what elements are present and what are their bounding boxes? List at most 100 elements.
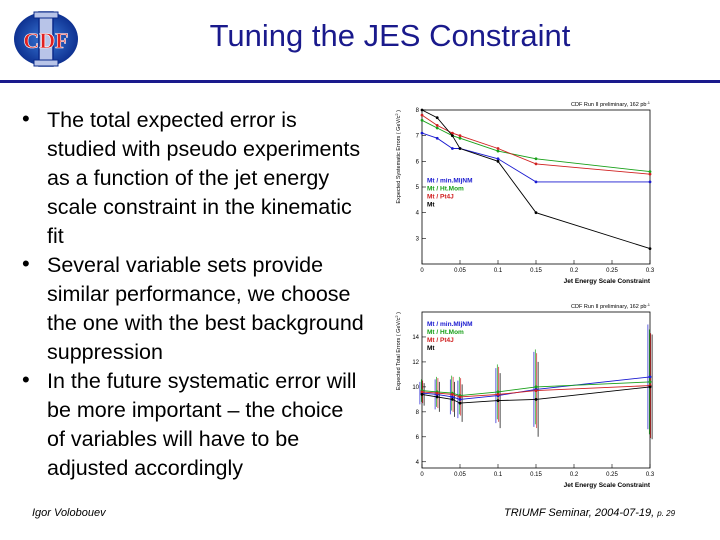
- y-tick-label: 8: [416, 410, 420, 416]
- legend-entry: Mt / min.MljNM: [427, 321, 473, 328]
- data-point: [458, 134, 462, 138]
- data-point: [648, 375, 652, 379]
- x-tick-label: 0.2: [570, 472, 579, 478]
- x-tick-label: 0.15: [530, 268, 542, 274]
- y-tick-label: 8: [416, 108, 420, 114]
- data-point: [420, 118, 424, 122]
- data-point: [435, 124, 439, 127]
- bullet-item: • Several variable sets provide similar p…: [14, 251, 364, 367]
- y-tick-label: 12: [412, 360, 419, 366]
- y-axis-label: Expected Total Errors ( GeV/c2 ): [394, 312, 402, 390]
- data-point: [451, 134, 454, 138]
- bullet-icon: •: [22, 106, 30, 131]
- footer-author: Igor Volobouev: [32, 507, 106, 519]
- y-axis-label: Expected Systematic Errors ( GeV/c2 ): [394, 110, 402, 204]
- title-rule: [0, 80, 720, 83]
- x-tick-label: 0: [420, 472, 424, 478]
- y-tick-label: 4: [416, 460, 420, 466]
- y-tick-label: 6: [416, 435, 420, 441]
- footer-event-text: TRIUMF Seminar, 2004-07-19,: [504, 507, 655, 519]
- data-point: [496, 390, 500, 394]
- x-tick-label: 0.05: [454, 472, 466, 478]
- data-point: [451, 395, 454, 399]
- legend-entry: Mt / Pt4J: [427, 193, 454, 200]
- data-point: [534, 211, 538, 215]
- systematic-error-plot: CDF Run II preliminary, 162 pb-1 0 0.05 0.1…: [392, 96, 664, 288]
- data-point: [534, 385, 538, 389]
- cdf-logo: CDF: [10, 8, 82, 70]
- data-point: [534, 389, 538, 393]
- x-tick-label: 0.15: [530, 472, 542, 478]
- legend-entry: Mt: [427, 345, 435, 352]
- y-tick-label: 6: [416, 159, 420, 165]
- footer-page: p. 29: [657, 509, 676, 518]
- chart-title: CDF Run II preliminary, 162 pb-1: [571, 302, 651, 310]
- chart-title: CDF Run II preliminary, 162 pb-1: [571, 100, 651, 108]
- bullet-list: • The total expected error is studied wit…: [14, 106, 364, 483]
- y-tick-label: 3: [416, 236, 420, 242]
- data-point: [420, 390, 424, 394]
- bullet-text: Several variable sets provide similar pe…: [47, 253, 364, 364]
- data-point: [648, 247, 652, 251]
- x-axis-label: Jet Energy Scale Constraint: [564, 278, 651, 285]
- logo-text: CDF: [23, 28, 68, 53]
- legend-entry: Mt / Pt4J: [427, 337, 454, 344]
- bullet-item: • The total expected error is studied wit…: [14, 106, 364, 251]
- slide-title: Tuning the JES Constraint: [209, 18, 571, 53]
- y-tick-label: 7: [416, 134, 420, 140]
- legend-entry: Mt / Ht.Mom: [427, 185, 464, 192]
- data-point: [648, 172, 652, 176]
- y-tick-label: 5: [416, 185, 420, 191]
- x-tick-label: 0.1: [494, 268, 503, 274]
- data-point: [496, 159, 500, 163]
- x-tick-label: 0: [420, 268, 424, 274]
- data-point: [435, 126, 439, 130]
- data-point: [496, 147, 500, 150]
- data-point: [458, 395, 462, 399]
- legend-entry: Mt: [427, 201, 435, 208]
- bullet-text: The total expected error is studied with…: [47, 108, 361, 248]
- x-tick-label: 0.1: [494, 472, 503, 478]
- data-point: [458, 401, 462, 405]
- x-tick-label: 0.25: [606, 472, 618, 478]
- data-point: [648, 380, 652, 384]
- data-point: [496, 399, 500, 403]
- data-point: [435, 391, 439, 395]
- x-tick-label: 0.3: [646, 472, 655, 478]
- y-tick-label: 4: [416, 211, 420, 217]
- legend-entry: Mt / min.MljNM: [427, 177, 473, 184]
- data-point: [420, 113, 424, 117]
- bullet-icon: •: [22, 367, 30, 392]
- data-point: [435, 395, 439, 399]
- legend-entry: Mt / Ht.Mom: [427, 329, 464, 336]
- bullet-item: • In the future systematic error will be …: [14, 367, 364, 483]
- data-point: [458, 136, 462, 140]
- data-point: [458, 397, 462, 401]
- data-point: [648, 170, 652, 173]
- systematic-error-chart: CDF Run II preliminary, 162 pb-1 0 0.05 0.1…: [392, 96, 664, 288]
- y-axis-label-sup: 2: [394, 113, 399, 116]
- x-tick-label: 0.25: [606, 268, 618, 274]
- total-error-chart: CDF Run II preliminary, 162 pb-1 0 0.05 0.1…: [392, 298, 664, 492]
- data-point: [435, 136, 439, 140]
- y-axis-label-end: ): [396, 312, 402, 316]
- chart-title-sup: -1: [646, 302, 650, 307]
- data-point: [648, 385, 652, 389]
- x-axis-label: Jet Energy Scale Constraint: [564, 482, 651, 489]
- data-point: [496, 157, 500, 161]
- data-point: [496, 392, 500, 396]
- data-point: [451, 392, 454, 396]
- bullet-icon: •: [22, 251, 30, 276]
- y-axis-label-end: ): [396, 110, 402, 114]
- y-axis-label-sup: 2: [394, 315, 399, 318]
- data-point: [534, 157, 538, 161]
- footer-event: TRIUMF Seminar, 2004-07-19, p. 29: [504, 507, 675, 519]
- total-error-plot: CDF Run II preliminary, 162 pb-1 0 0.05 0.1…: [392, 298, 664, 492]
- data-point: [435, 116, 439, 120]
- data-point: [648, 180, 652, 184]
- x-tick-label: 0.05: [454, 268, 466, 274]
- data-point: [451, 131, 454, 135]
- x-tick-label: 0.2: [570, 268, 579, 274]
- data-point: [534, 162, 538, 166]
- bullet-text: In the future systematic error will be m…: [47, 369, 357, 480]
